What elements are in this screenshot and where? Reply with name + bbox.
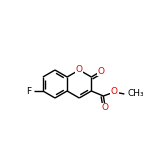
Text: CH₃: CH₃ [127, 90, 144, 98]
Text: O: O [111, 88, 118, 97]
Text: F: F [26, 86, 31, 95]
Text: O: O [76, 66, 83, 74]
Text: O: O [98, 67, 105, 76]
Text: O: O [102, 104, 109, 112]
